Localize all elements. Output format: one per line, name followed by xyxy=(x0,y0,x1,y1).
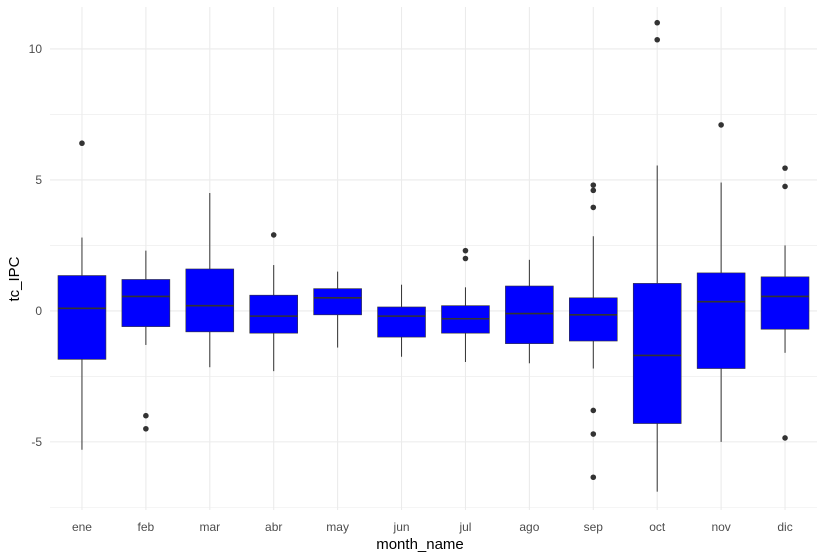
box-body xyxy=(121,279,171,327)
box-body xyxy=(632,283,682,424)
box-body xyxy=(249,294,298,334)
x-tick-label: ago xyxy=(519,520,539,534)
outlier-point xyxy=(782,435,788,441)
x-tick-label: abr xyxy=(265,520,282,534)
box-abr xyxy=(249,232,298,372)
box-sep xyxy=(569,182,618,481)
x-tick-label: jun xyxy=(393,520,410,534)
x-tick-label: nov xyxy=(711,520,730,534)
box-body xyxy=(760,276,810,330)
box-body xyxy=(505,285,554,344)
box-dic xyxy=(760,165,810,441)
box-may xyxy=(313,271,362,348)
outlier-point xyxy=(590,431,597,437)
box-series xyxy=(57,19,810,492)
outlier-point xyxy=(654,19,661,26)
y-axis: -5 0 5 10 xyxy=(29,42,43,449)
x-tick-label: feb xyxy=(138,520,155,534)
box-body xyxy=(569,297,618,342)
outlier-point xyxy=(782,165,788,171)
outlier-point xyxy=(590,407,597,414)
x-tick-label: dic xyxy=(777,520,792,534)
x-tick-label: oct xyxy=(649,520,666,534)
outlier-point xyxy=(462,255,469,262)
box-ene xyxy=(57,140,107,450)
y-tick-label: 10 xyxy=(29,42,43,56)
box-body xyxy=(696,272,746,369)
box-oct xyxy=(632,19,682,492)
x-axis-title: month_name xyxy=(376,536,464,553)
y-axis-title: tc_IPC xyxy=(6,256,23,301)
outlier-point xyxy=(79,140,85,147)
y-tick-label: 0 xyxy=(35,304,42,318)
outlier-point xyxy=(143,412,149,419)
x-tick-label: mar xyxy=(199,520,220,534)
outlier-point xyxy=(654,36,661,43)
box-body xyxy=(57,275,107,360)
x-axis: ene feb mar abr may jun jul ago sep oct nov dic xyxy=(72,520,793,534)
box-feb xyxy=(121,250,171,432)
box-body xyxy=(377,306,426,338)
y-tick-label: 5 xyxy=(35,173,42,187)
outlier-point xyxy=(590,187,597,194)
box-mar xyxy=(185,193,235,368)
outlier-point xyxy=(462,247,469,254)
outlier-point xyxy=(782,183,788,190)
outlier-point xyxy=(590,204,597,211)
x-tick-label: sep xyxy=(584,520,604,534)
x-tick-label: may xyxy=(326,520,349,534)
x-tick-label: jul xyxy=(458,520,471,534)
outlier-point xyxy=(718,122,724,128)
box-body xyxy=(185,268,235,333)
box-nov xyxy=(696,122,746,442)
outlier-point xyxy=(143,425,149,432)
outlier-point xyxy=(590,474,597,481)
outlier-point xyxy=(590,182,597,188)
box-jun xyxy=(377,284,426,357)
x-tick-label: ene xyxy=(72,520,92,534)
box-ago xyxy=(505,259,554,364)
y-tick-label: -5 xyxy=(31,435,42,449)
outlier-point xyxy=(270,232,277,238)
box-jul xyxy=(441,247,490,362)
box-body xyxy=(313,288,362,316)
